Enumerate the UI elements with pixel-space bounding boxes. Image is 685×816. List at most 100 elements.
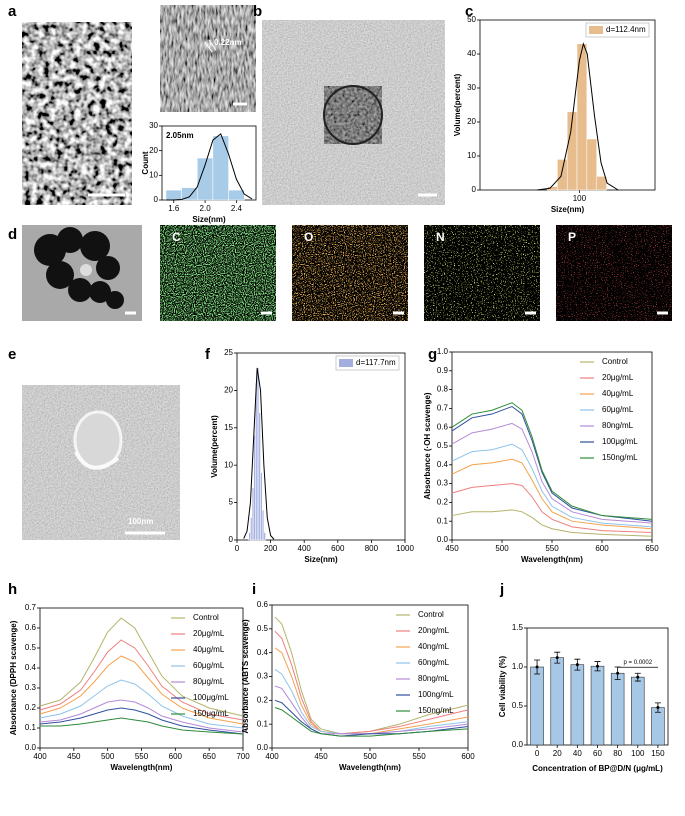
panel-label: h [8, 581, 17, 598]
y-tick-label: 0 [229, 535, 234, 544]
y-tick-label: 0.3 [257, 672, 269, 681]
particle [80, 231, 110, 261]
y-tick-label: 15 [224, 423, 233, 432]
histogram-bar [596, 176, 607, 191]
legend-label: 60ng/mL [418, 658, 450, 667]
y-tick-label: 10 [224, 460, 233, 469]
line-series [39, 639, 244, 721]
legend-label: 20ng/mL [418, 626, 450, 635]
legend-label: 80ng/mL [418, 674, 450, 683]
y-tick-label: 0.2 [437, 498, 449, 507]
particle [68, 278, 92, 302]
x-tick-label: 500 [495, 544, 509, 553]
x-axis-label: Wavelength(nm) [111, 763, 173, 772]
x-tick-label: 700 [236, 752, 250, 761]
histogram-bar [248, 532, 251, 541]
x-tick-label: 550 [412, 752, 426, 761]
histogram-bar [586, 138, 597, 191]
particle [106, 291, 124, 309]
legend-label: d=117.7nm [356, 358, 396, 367]
legend-label: 150μg/mL [193, 709, 229, 718]
y-axis-label: Count [141, 151, 150, 174]
x-axis-label: Concentration of BP@D/N (μg/mL) [532, 764, 663, 773]
x-tick-label: 100 [573, 194, 587, 203]
y-tick-label: 1.0 [437, 347, 449, 356]
x-tick-label: 600 [169, 752, 183, 761]
y-tick-label: 0.2 [25, 703, 37, 712]
x-axis-label: Size(nm) [192, 215, 226, 224]
histogram-bar [263, 532, 266, 541]
panel-label: f [205, 346, 211, 363]
histogram-bar [256, 367, 260, 541]
lattice-marker [204, 41, 213, 53]
panel-label: c [465, 3, 473, 20]
x-tick-label: 2.0 [200, 204, 212, 213]
x-tick-label: 40 [573, 749, 582, 758]
line-series [39, 707, 244, 735]
y-tick-label: 50 [467, 15, 476, 24]
x-tick-label: 450 [445, 544, 459, 553]
y-axis-label: Volume(percent) [453, 73, 462, 136]
eds-map-p [556, 225, 672, 321]
y-tick-label: 0.4 [437, 460, 449, 469]
legend-swatch [589, 26, 603, 34]
y-tick-label: 1.0 [512, 662, 524, 671]
x-tick-label: 1000 [396, 544, 414, 553]
legend-label: 150ng/mL [602, 453, 638, 462]
hrtem-image [160, 5, 256, 112]
legend-swatch [339, 359, 353, 367]
legend-label: 40μg/mL [193, 645, 225, 654]
line-series [274, 616, 469, 735]
y-axis-label: Volume(percent) [210, 415, 219, 478]
y-tick-label: 20 [149, 146, 158, 155]
x-tick-label: 600 [331, 544, 345, 553]
line-series [39, 617, 244, 717]
y-tick-label: 20 [467, 117, 476, 126]
histogram-bar [165, 189, 182, 201]
annotation: p = 0.0002 [624, 660, 653, 666]
line-series [451, 405, 653, 522]
y-tick-label: 10 [467, 151, 476, 160]
y-axis-label: Absorbance (·OH scavenge) [423, 392, 432, 499]
y-tick-label: 30 [149, 121, 158, 130]
tem-image [22, 22, 132, 205]
legend-label: Control [193, 613, 219, 622]
legend-label: 80ng/mL [602, 421, 634, 430]
line-series [451, 443, 653, 528]
legend-label: 60μg/mL [602, 405, 634, 414]
legend-label: 80μg/mL [193, 677, 225, 686]
y-tick-label: 0.1 [257, 719, 269, 728]
x-tick-label: 800 [365, 544, 379, 553]
particle [46, 261, 74, 289]
y-tick-label: 0.6 [257, 600, 269, 609]
legend-label: 60μg/mL [193, 661, 225, 670]
legend-label: d=112.4nm [606, 25, 646, 34]
eds-map-c [160, 225, 276, 321]
y-tick-label: 10 [149, 170, 158, 179]
y-tick-label: 0.1 [437, 516, 449, 525]
line-series [451, 458, 653, 530]
legend-label: 100μg/mL [602, 437, 638, 446]
x-tick-label: 650 [202, 752, 216, 761]
y-tick-label: 0.0 [25, 743, 37, 752]
y-tick-label: 0.4 [257, 648, 269, 657]
y-tick-label: 0.5 [25, 643, 37, 652]
y-axis-label: Absorbance (ABTS scavenge) [241, 619, 250, 734]
y-tick-label: 0.3 [25, 683, 37, 692]
particle [96, 256, 120, 280]
histogram-bar [576, 43, 588, 191]
y-axis-label: Cell viability (%) [498, 655, 507, 717]
line-series [451, 422, 653, 524]
element-label: P [568, 230, 576, 244]
bar [530, 666, 544, 746]
vesicle-rim [74, 451, 120, 470]
x-tick-label: 150 [651, 749, 665, 758]
element-label: O [304, 230, 313, 244]
x-tick-label: 0 [235, 544, 240, 553]
x-tick-label: 60 [593, 749, 602, 758]
histogram-bar [557, 159, 568, 191]
bar [570, 664, 585, 746]
legend-label: Control [602, 357, 628, 366]
y-tick-label: 0.7 [437, 404, 449, 413]
plot-frame [236, 352, 406, 541]
